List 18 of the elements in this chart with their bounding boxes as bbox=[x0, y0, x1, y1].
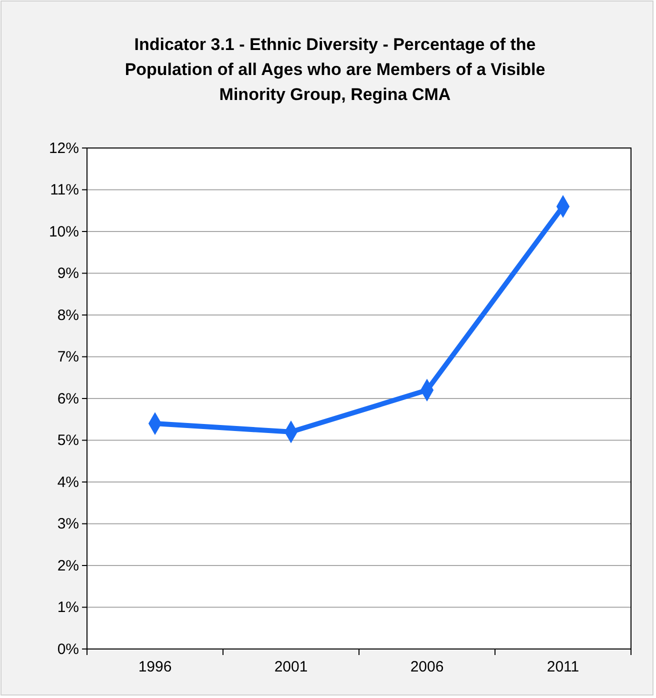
y-tick-label: 12% bbox=[48, 140, 79, 157]
y-tick-label: 6% bbox=[57, 390, 79, 408]
y-tick-label: 1% bbox=[57, 599, 79, 616]
y-tick-label: 10% bbox=[48, 223, 79, 240]
y-tick-label: 9% bbox=[57, 265, 79, 282]
y-tick-label: 7% bbox=[57, 348, 79, 366]
y-tick-label: 2% bbox=[57, 557, 79, 574]
y-tick-label: 0% bbox=[57, 640, 79, 658]
x-tick-label: 2006 bbox=[410, 658, 444, 676]
y-tick-label: 5% bbox=[57, 432, 79, 450]
y-tick-label: 3% bbox=[57, 516, 79, 533]
x-tick-label: 2001 bbox=[274, 658, 308, 676]
y-tick-label: 4% bbox=[57, 474, 79, 491]
y-tick-label: 8% bbox=[57, 306, 79, 324]
y-tick-label: 11% bbox=[50, 182, 79, 199]
x-tick-label: 2011 bbox=[546, 658, 580, 676]
chart-title: Indicator 3.1 - Ethnic Diversity - Percentage of the Population of all Ages who are Members of a Visible Minority Group, Regina CMA bbox=[124, 35, 546, 104]
x-tick-label: 1996 bbox=[138, 658, 172, 676]
